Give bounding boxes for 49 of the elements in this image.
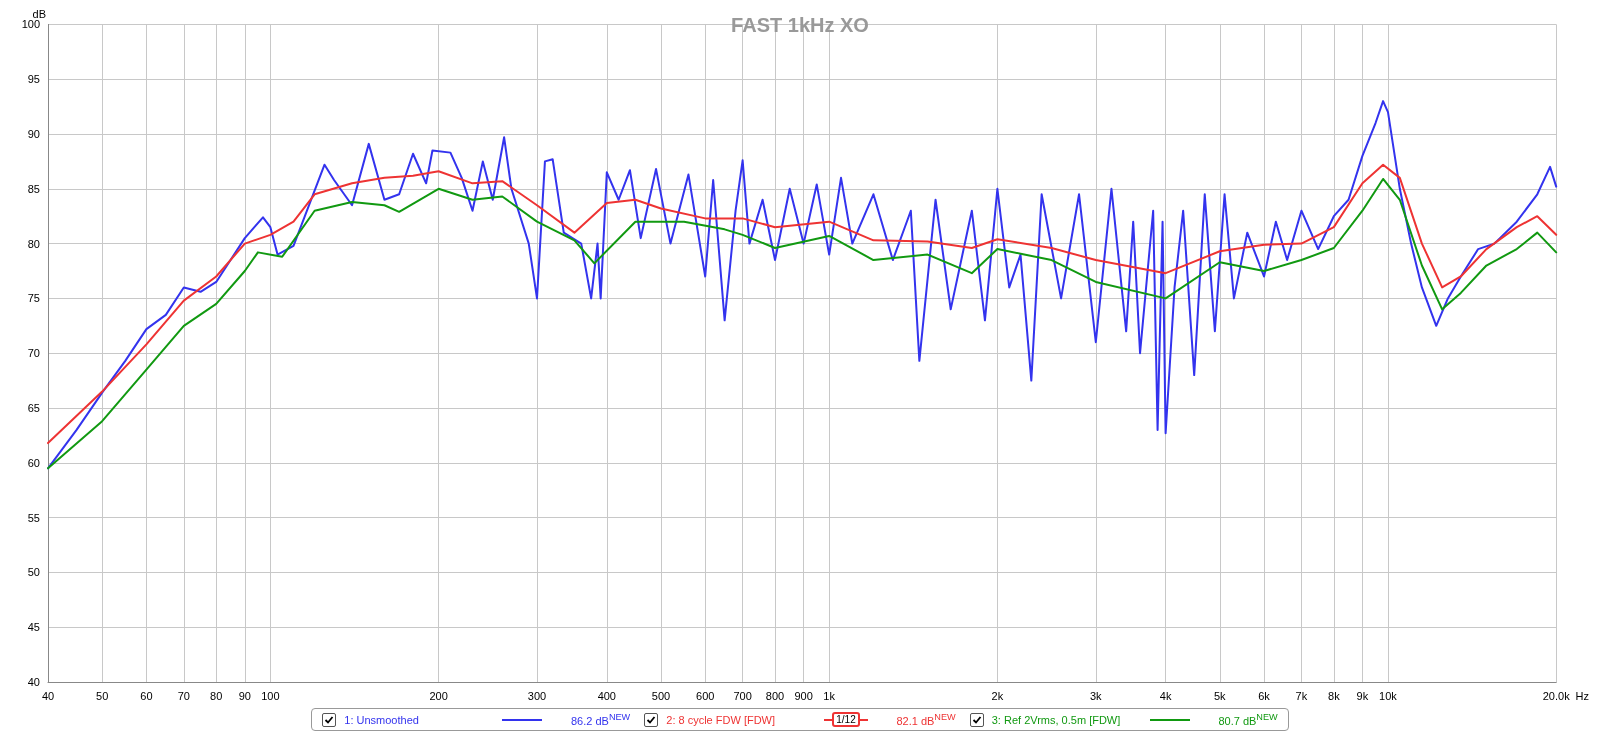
text: 86.2 dB$^{NEW}$: [570, 712, 631, 727]
x-tick-label: 90: [238, 689, 251, 702]
x-tick-label: 20.0k: [1542, 689, 1571, 702]
y-tick-label: 55: [27, 511, 40, 524]
y-tick-label: 65: [27, 402, 40, 414]
y-tick-label: 40: [27, 676, 40, 688]
y-tick-label: 75: [27, 292, 40, 305]
y-axis-title: dB: [32, 7, 46, 20]
x-tick-label: 800: [765, 689, 785, 702]
x-tick-label: 5k: [1213, 689, 1227, 702]
x-tick-label: 1k: [823, 689, 836, 702]
chart-title: FAST 1kHz XO: [731, 14, 869, 36]
y-tick-label: 85: [27, 182, 40, 195]
text: 80.7 dB$^{NEW}$: [1218, 712, 1278, 727]
text: 3: Ref 2Vrms, 0.5m [FDW]: [991, 713, 1122, 726]
text: 1/12: [832, 712, 860, 727]
y-tick-label: 60: [27, 456, 40, 469]
text: 2: 8 cycle FDW [FDW]: [666, 713, 777, 726]
text: 82.1 dB$^{NEW}$: [896, 712, 956, 727]
x-tick-label: 200: [429, 689, 448, 702]
x-tick-label: 60: [140, 689, 153, 702]
x-tick-label: 300: [527, 689, 547, 702]
x-tick-label: 700: [733, 689, 752, 702]
y-tick-label: 50: [27, 566, 40, 579]
y-tick-label: 95: [27, 73, 40, 86]
x-tick-label: 400: [597, 689, 616, 702]
y-tick-label: 45: [27, 621, 40, 634]
x-axis-title: Hz: [1575, 689, 1590, 702]
x-tick-label: 80: [210, 689, 223, 702]
x-tick-label: 4k: [1159, 689, 1172, 702]
y-tick-label: 80: [27, 237, 40, 250]
x-tick-label: 900: [794, 689, 813, 702]
x-tick-label: 6k: [1258, 689, 1271, 702]
x-tick-label: 50: [96, 689, 109, 702]
x-tick-label: 70: [177, 689, 190, 702]
y-tick-label: 100: [21, 18, 40, 31]
y-tick-label: 70: [27, 347, 40, 360]
x-tick-label: 10k: [1379, 689, 1398, 702]
text: 1: Unsmoothed: [344, 713, 420, 726]
x-tick-label: 500: [651, 689, 671, 702]
x-tick-label: 7k: [1295, 689, 1308, 702]
x-tick-label: 3k: [1089, 689, 1103, 702]
y-tick-label: 90: [27, 128, 40, 140]
x-tick-label: 100: [261, 689, 280, 702]
x-tick-label: 9k: [1356, 689, 1369, 702]
x-tick-label: 40: [41, 689, 55, 702]
x-tick-label: 2k: [991, 689, 1004, 702]
x-tick-label: 8k: [1328, 689, 1341, 702]
x-tick-label: 600: [696, 689, 715, 702]
